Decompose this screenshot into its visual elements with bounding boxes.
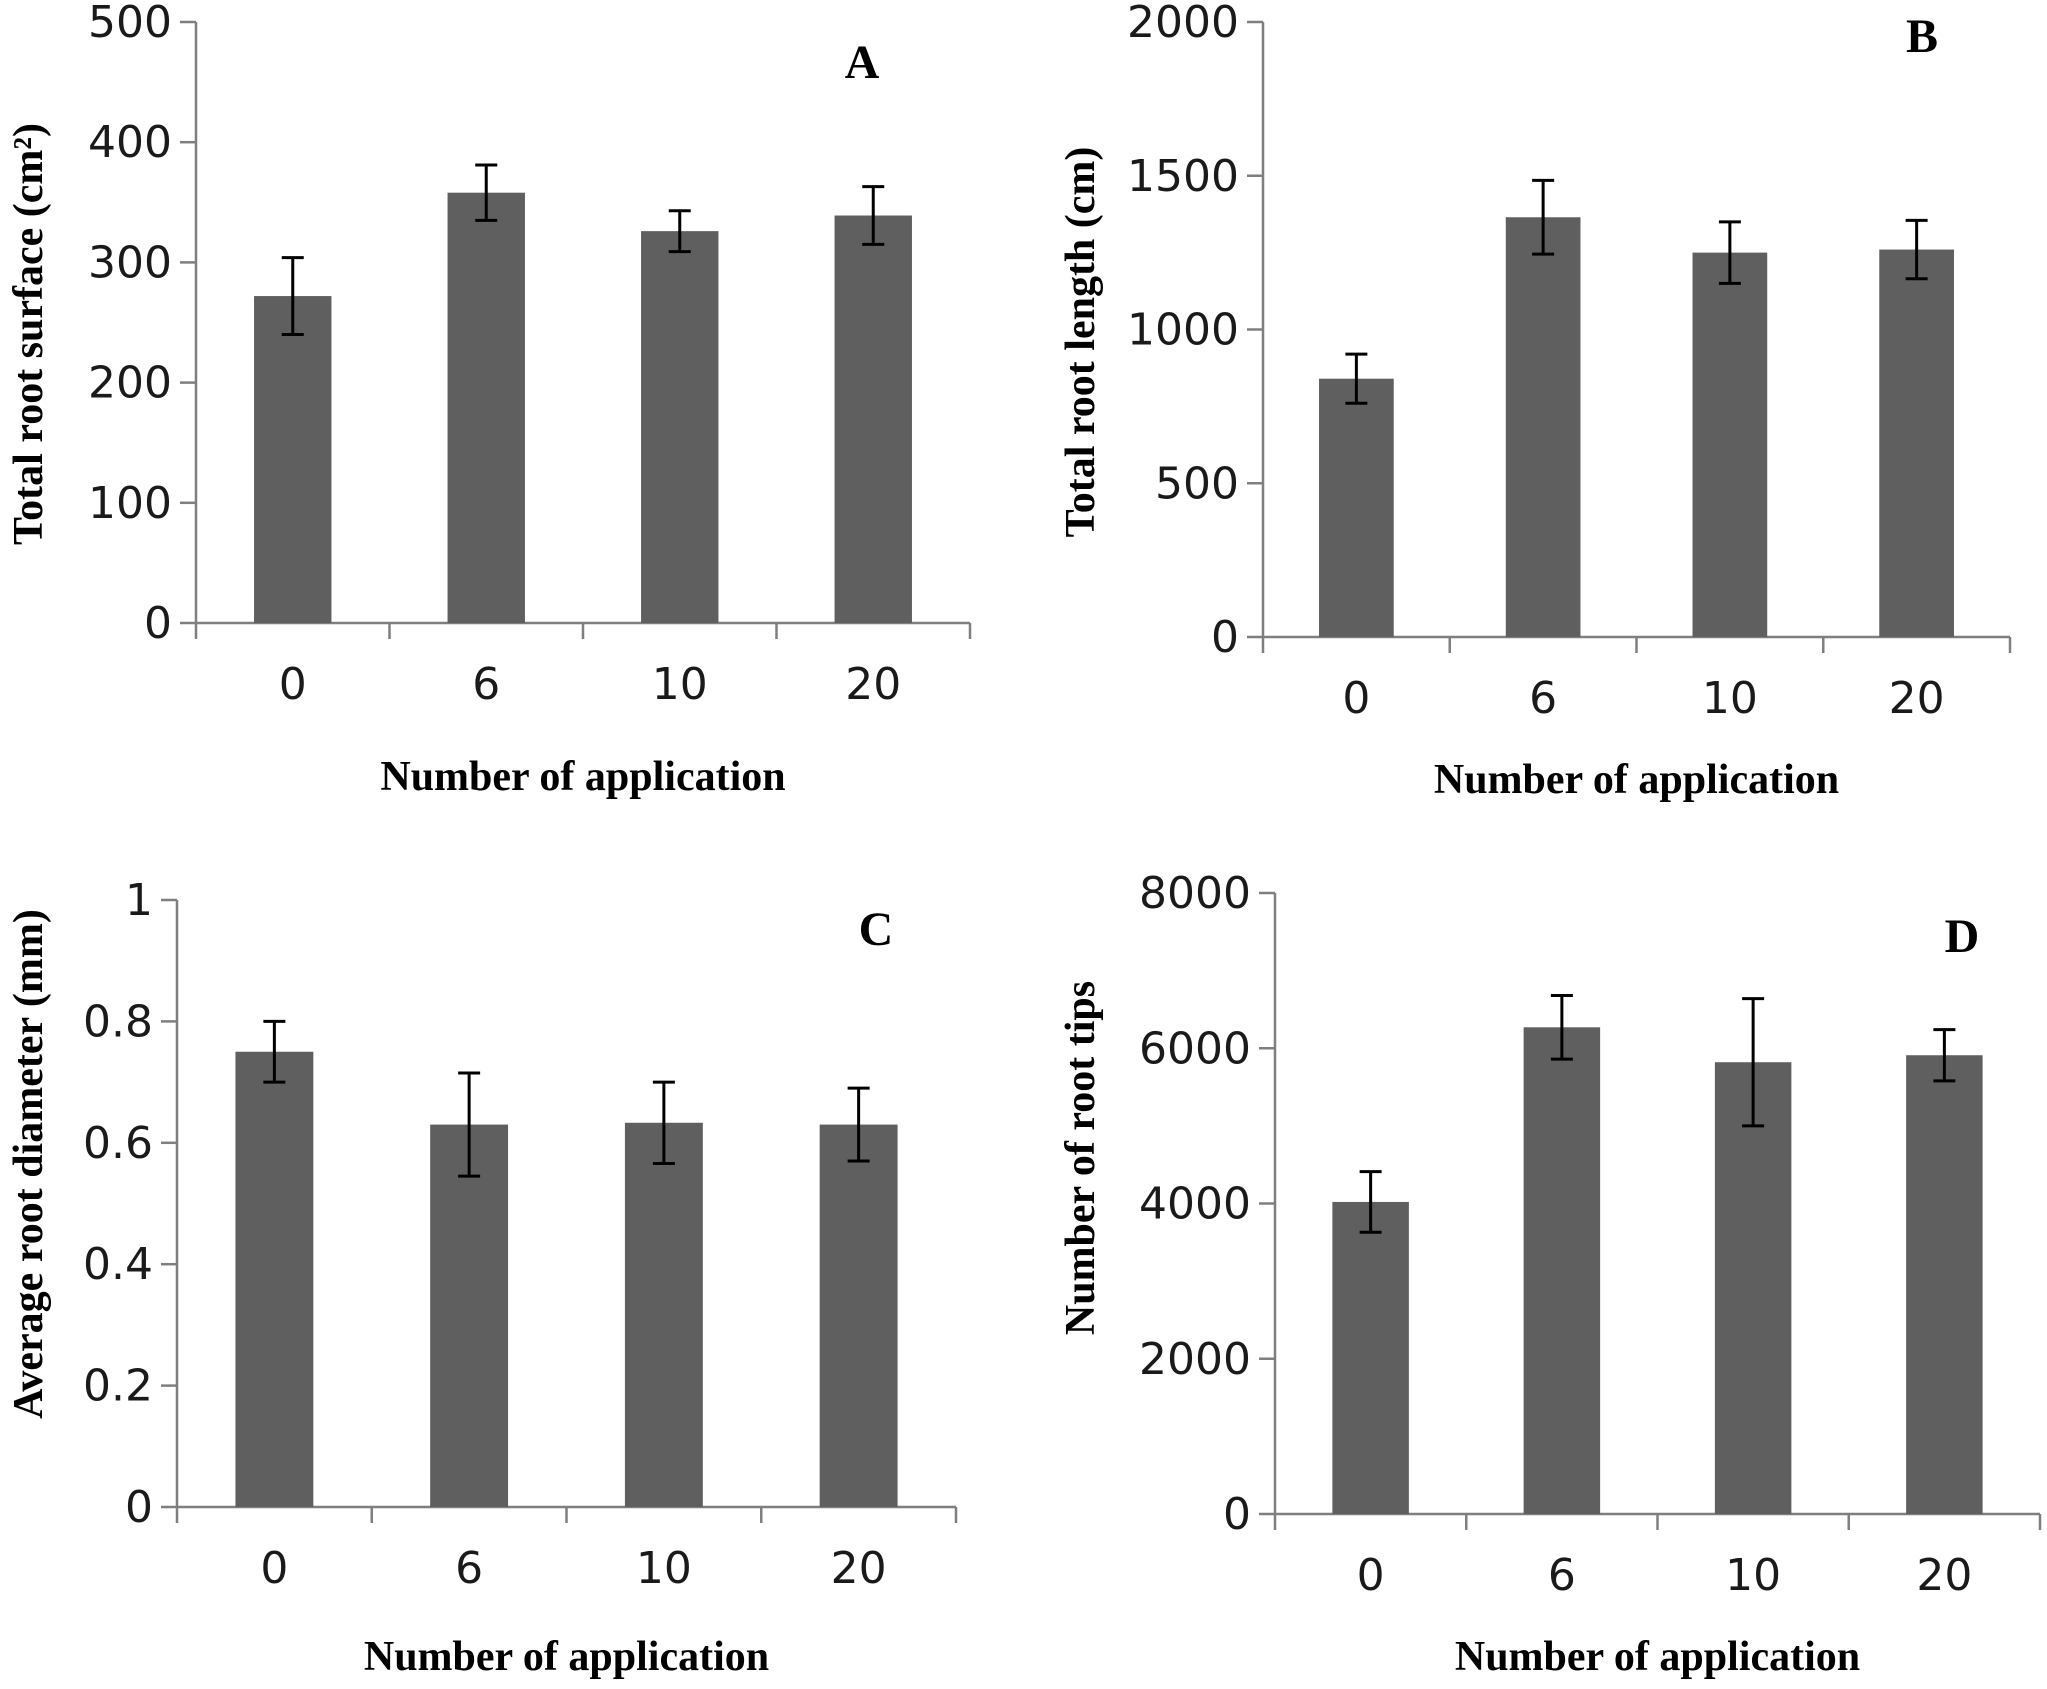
bar-6 — [1505, 217, 1581, 637]
bar-10 — [624, 1122, 703, 1507]
panel-label: C — [859, 903, 894, 956]
bar-20 — [1879, 249, 1954, 638]
y-tick-label: 300 — [88, 237, 172, 288]
x-axis-title: Number of application — [380, 754, 785, 800]
y-tick-label: 200 — [88, 358, 172, 409]
y-tick-label: 2000 — [1127, 0, 1239, 48]
y-tick-label: 0 — [1211, 612, 1239, 663]
error-bar-10 — [1718, 220, 1741, 285]
bar-0 — [235, 1051, 314, 1507]
x-axis-title: Number of application — [1434, 757, 1839, 803]
y-tick-label: 1500 — [1127, 151, 1239, 202]
x-tick-label: 0 — [1357, 1550, 1385, 1601]
error-bar-6 — [475, 163, 498, 222]
chart-panel-b: 0 500 1000 1500 2000 0 6 10 20 Number of applicat… — [1058, 0, 2012, 803]
bar-10 — [1714, 1062, 1792, 1514]
error-bar-0 — [1359, 1170, 1382, 1234]
y-axis-title: Average root diameter (mm) — [6, 909, 52, 1419]
x-tick-label: 10 — [1702, 673, 1758, 724]
y-tick-label: 4000 — [1139, 1179, 1251, 1230]
x-tick-label: 10 — [652, 659, 708, 710]
x-tick-label: 20 — [1889, 673, 1945, 724]
chart-panel-d: 0 2000 4000 6000 8000 0 6 10 20 Number of applica… — [1058, 868, 2042, 1680]
bar-6 — [1523, 1027, 1601, 1514]
x-tick-label: 10 — [636, 1543, 692, 1594]
error-bar-0 — [263, 1019, 286, 1084]
bar-10 — [1692, 252, 1768, 637]
y-tick-label: 0.8 — [83, 996, 153, 1047]
x-tick-label: 0 — [1342, 673, 1370, 724]
x-tick-label: 6 — [455, 1543, 483, 1594]
error-bar-6 — [1532, 178, 1555, 256]
chart-panel-a: 0 100 200 300 400 500 0 6 10 20 Number of applicat… — [6, 0, 972, 800]
y-tick-label: 1 — [125, 875, 153, 926]
x-tick-label: 6 — [1529, 673, 1557, 724]
y-tick-label: 0 — [1223, 1489, 1251, 1540]
error-bar-6 — [1550, 993, 1573, 1061]
bar-20 — [819, 1124, 898, 1507]
x-tick-label: 0 — [260, 1543, 288, 1594]
y-axis-title: Total root length (cm) — [1058, 147, 1104, 538]
x-tick-label: 6 — [1548, 1550, 1576, 1601]
bar-10 — [641, 231, 719, 623]
panel-label: A — [845, 36, 880, 89]
bar-20 — [1906, 1055, 1983, 1514]
y-tick-label: 0.2 — [83, 1361, 153, 1412]
error-bar-6 — [458, 1071, 481, 1178]
bar-20 — [834, 215, 912, 623]
error-bar-20 — [862, 185, 885, 246]
y-tick-label: 2000 — [1139, 1334, 1251, 1385]
y-tick-label: 0.4 — [83, 1239, 153, 1290]
error-bar-20 — [847, 1086, 870, 1163]
y-axis-title: Number of root tips — [1058, 981, 1104, 1335]
x-tick-label: 0 — [279, 659, 307, 710]
y-tick-label: 0.6 — [83, 1118, 153, 1169]
bar-0 — [1332, 1201, 1409, 1514]
y-tick-label: 8000 — [1139, 868, 1251, 919]
error-bar-0 — [281, 256, 304, 337]
error-bar-10 — [652, 1080, 675, 1165]
bar-6 — [447, 192, 525, 623]
y-tick-label: 500 — [88, 0, 172, 48]
y-axis-title: Total root surface (cm²) — [6, 123, 52, 545]
x-tick-label: 20 — [1916, 1550, 1972, 1601]
panel-label: B — [1906, 10, 1938, 63]
y-tick-label: 100 — [88, 478, 172, 529]
error-bar-20 — [1933, 1028, 1956, 1083]
x-axis-title: Number of application — [364, 1634, 769, 1680]
y-tick-label: 0 — [144, 598, 172, 649]
y-tick-label: 6000 — [1139, 1023, 1251, 1074]
error-bar-10 — [668, 209, 691, 254]
panel-label: D — [1945, 910, 1980, 963]
x-tick-label: 20 — [845, 659, 901, 710]
bar-0 — [254, 296, 332, 623]
x-tick-label: 20 — [831, 1543, 887, 1594]
x-tick-label: 10 — [1725, 1550, 1781, 1601]
y-tick-label: 1000 — [1127, 305, 1239, 356]
y-tick-label: 0 — [125, 1482, 153, 1533]
bar-0 — [1319, 378, 1394, 637]
bar-6 — [430, 1124, 509, 1507]
y-tick-label: 500 — [1155, 458, 1239, 509]
error-bar-20 — [1905, 218, 1928, 281]
error-bar-0 — [1345, 352, 1368, 405]
y-tick-label: 400 — [88, 117, 172, 168]
x-tick-label: 6 — [472, 659, 500, 710]
x-axis-title: Number of application — [1455, 1634, 1860, 1680]
error-bar-10 — [1742, 997, 1765, 1128]
